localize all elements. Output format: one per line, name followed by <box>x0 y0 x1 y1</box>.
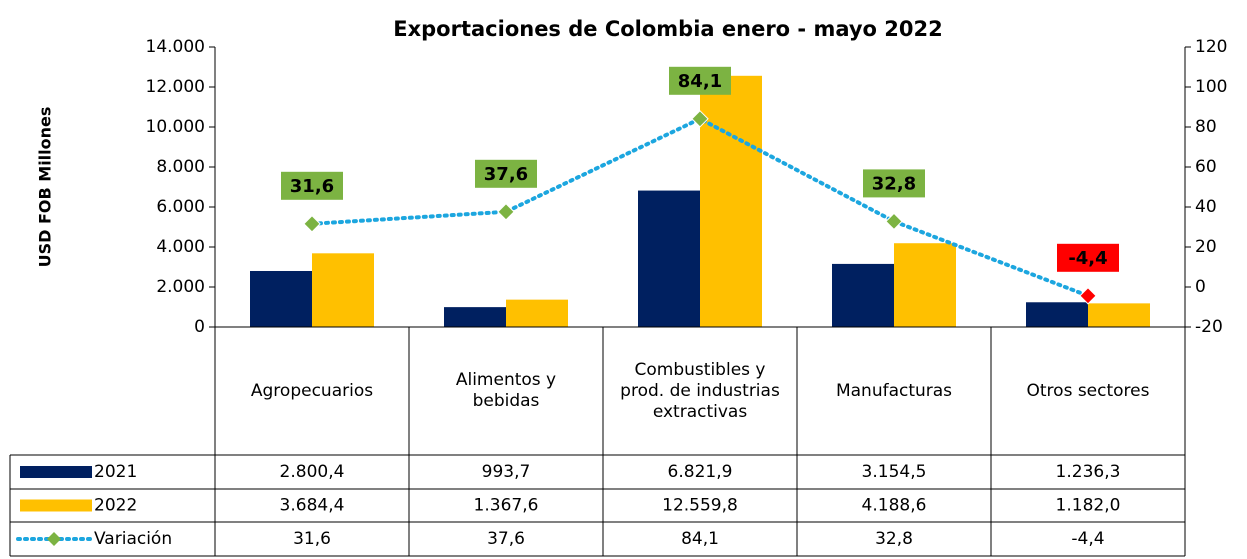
y2-tick-label: 40 <box>1195 197 1217 217</box>
legend-marker <box>47 532 61 546</box>
y-tick-label: 10.000 <box>146 117 205 137</box>
data-label-box <box>475 159 537 188</box>
table-cell: 32,8 <box>875 529 913 549</box>
data-label: 31,6 <box>290 176 334 197</box>
legend-label: Variación <box>94 529 172 549</box>
bar <box>1088 303 1150 327</box>
y-tick-label: 6.000 <box>156 197 205 217</box>
category-label: Otros sectores <box>1026 380 1150 401</box>
data-label: 84,1 <box>678 71 722 92</box>
table-cell: 37,6 <box>487 529 525 549</box>
table-cell: 2.800,4 <box>280 462 345 482</box>
bar <box>832 263 894 327</box>
marker <box>1079 287 1097 305</box>
legend-label: 2022 <box>94 496 137 516</box>
y2-tick-label: 100 <box>1195 77 1227 97</box>
category-label: Manufacturas <box>835 380 953 401</box>
bar <box>1026 302 1088 327</box>
y-axis-label: USD FOB Millones <box>36 107 55 268</box>
bar <box>250 270 312 327</box>
chart-title: Exportaciones de Colombia enero - mayo 2… <box>393 17 942 41</box>
marker <box>885 212 903 231</box>
y2-tick-label: -20 <box>1195 317 1223 337</box>
marker <box>691 110 709 128</box>
table-cell: 993,7 <box>482 462 531 482</box>
bar <box>638 190 700 327</box>
marker <box>497 203 515 221</box>
category-label: Alimentos y bebidas <box>455 370 557 411</box>
bar <box>894 243 956 327</box>
table-cell: -4,4 <box>1071 529 1104 549</box>
table-cell: 1.236,3 <box>1056 462 1121 482</box>
data-label-box <box>669 66 731 95</box>
category-label: Agropecuarios <box>250 380 374 401</box>
table-cell: 6.821,9 <box>668 462 733 482</box>
data-label-box <box>1057 243 1119 272</box>
bar <box>506 299 568 327</box>
table-cell: 31,6 <box>293 529 331 549</box>
table-cell: 3.684,4 <box>280 496 345 516</box>
bar <box>700 75 762 327</box>
y2-tick-label: 120 <box>1195 37 1227 57</box>
legend-label: 2021 <box>94 462 137 482</box>
y2-tick-label: 0 <box>1195 277 1206 297</box>
data-label: 37,6 <box>484 164 528 185</box>
y-tick-label: 8.000 <box>156 157 205 177</box>
y2-tick-label: 20 <box>1195 237 1217 257</box>
table-cell: 1.182,0 <box>1056 496 1121 516</box>
data-label: 32,8 <box>872 173 916 194</box>
y-tick-label: 0 <box>194 317 205 337</box>
table-cell: 1.367,6 <box>474 496 539 516</box>
marker <box>303 215 321 233</box>
y-tick-label: 2.000 <box>156 277 205 297</box>
category-label: Combustibles y prod. de industrias extra… <box>620 359 780 422</box>
legend-swatch <box>20 466 92 478</box>
data-label-box <box>281 171 343 200</box>
bar <box>444 307 506 327</box>
table-cell: 84,1 <box>681 529 719 549</box>
table-cell: 12.559,8 <box>662 496 738 516</box>
y2-tick-label: 60 <box>1195 157 1217 177</box>
table-cell: 4.188,6 <box>862 496 927 516</box>
bar <box>312 253 374 327</box>
table-cell: 3.154,5 <box>862 462 927 482</box>
data-label-box <box>863 169 925 198</box>
y-tick-label: 4.000 <box>156 237 205 257</box>
data-label: -4,4 <box>1068 248 1107 269</box>
y-tick-label: 14.000 <box>146 37 205 57</box>
y2-tick-label: 80 <box>1195 117 1217 137</box>
y-tick-label: 12.000 <box>146 77 205 97</box>
legend-swatch <box>20 499 92 512</box>
